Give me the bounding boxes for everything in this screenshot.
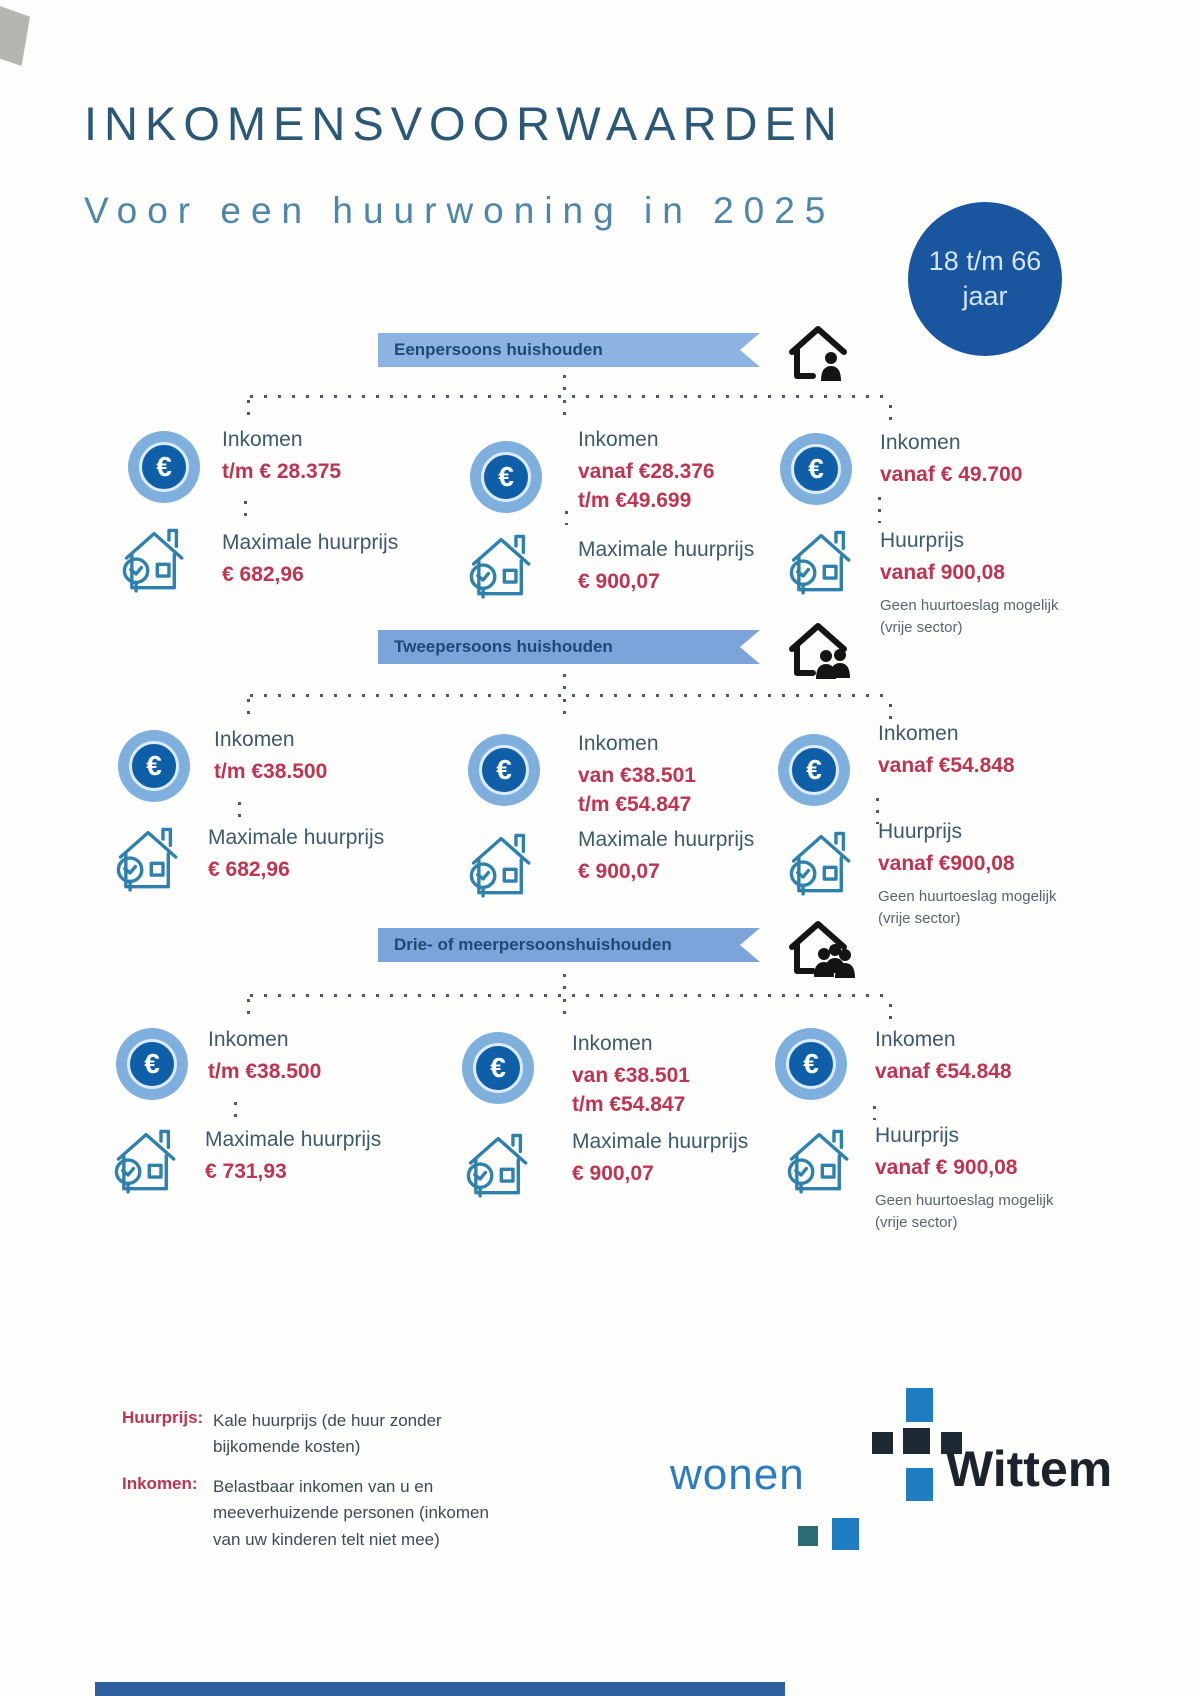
- rent-note: Geen huurtoeslag mogelijk (vrije sector): [880, 597, 1059, 637]
- income-block: Inkomen t/m € 28.375: [222, 428, 342, 483]
- bottom-bar: [95, 1682, 785, 1696]
- income-block: Inkomen vanaf €54.848: [878, 722, 1015, 777]
- house-tree-icon: [114, 1129, 176, 1194]
- income-block: Inkomen vanaf €54.848: [875, 1028, 1012, 1083]
- dotted-connector: [234, 1102, 237, 1126]
- dotted-connector: [250, 694, 892, 697]
- euro-coin-icon: €: [118, 730, 190, 802]
- dotted-connector: [876, 798, 879, 824]
- rent-block: Huurprijs vanaf €900,08 Geen huurtoeslag…: [878, 820, 1060, 930]
- house-tree-icon: [787, 1129, 849, 1194]
- logo-square-dark: [941, 1432, 962, 1454]
- age-badge-line1: 18 t/m 66: [928, 245, 1042, 276]
- dotted-connector: [250, 994, 892, 997]
- euro-coin-icon: €: [775, 1028, 847, 1100]
- dotted-connector: [563, 999, 566, 1021]
- section-tweepersoons: Tweepersoons huishouden € Inkomen t/m €3…: [0, 630, 1200, 930]
- section-meerpersoons: Drie- of meerpersoonshuishouden € Inkome…: [0, 928, 1200, 1231]
- logo-square-blue-bottom: [832, 1518, 859, 1550]
- dotted-connector: [565, 511, 568, 525]
- logo-square-dark: [872, 1432, 893, 1454]
- dotted-connector: [244, 501, 247, 525]
- house-tree-icon: [122, 528, 184, 593]
- house-tree-icon: [466, 1133, 528, 1198]
- band-label: Eenpersoons huishouden: [394, 340, 603, 359]
- house-three-persons-icon: [780, 912, 855, 978]
- rent-block: Maximale huurprijs € 900,07: [578, 538, 755, 593]
- income-block: Inkomen vanaf € 49.700: [880, 431, 1023, 486]
- logo-square-blue-mid: [906, 1468, 933, 1501]
- rent-block: Maximale huurprijs € 682,96: [208, 826, 385, 881]
- dotted-connector: [878, 497, 881, 523]
- dotted-connector: [563, 375, 566, 393]
- house-tree-icon: [116, 827, 178, 892]
- euro-coin-icon: €: [778, 734, 850, 806]
- age-badge-line2: jaar: [962, 281, 1008, 311]
- logo-text-wonen: wonen: [670, 1450, 805, 1499]
- euro-coin-icon: €: [128, 431, 200, 503]
- age-badge: 18 t/m 66 jaar: [908, 202, 1062, 356]
- euro-coin-icon: €: [468, 734, 540, 806]
- house-two-persons-icon: [780, 614, 850, 679]
- dotted-connector: [889, 1004, 892, 1026]
- euro-coin-icon: €: [462, 1032, 534, 1104]
- legend-term-inkomen: Inkomen:: [122, 1474, 198, 1493]
- rent-note: Geen huurtoeslag mogelijk (vrije sector): [875, 1192, 1054, 1232]
- dotted-connector: [563, 400, 566, 422]
- dotted-connector: [873, 1106, 876, 1120]
- legend-def-huurprijs: Kale huurprijs (de huur zonder bijkomend…: [213, 1411, 442, 1457]
- income-block: Inkomen t/m €38.500: [214, 728, 328, 783]
- rent-block: Maximale huurprijs € 682,96: [222, 531, 399, 586]
- rent-block: Maximale huurprijs € 900,07: [578, 828, 755, 883]
- rent-block: Maximale huurprijs € 731,93: [205, 1128, 382, 1183]
- house-tree-icon: [469, 833, 531, 898]
- scan-artifact: [0, 6, 30, 66]
- dotted-connector: [247, 999, 250, 1021]
- dotted-connector: [889, 704, 892, 726]
- euro-coin-icon: €: [780, 433, 852, 505]
- income-block: Inkomen vanaf €28.376 t/m €49.699: [578, 428, 715, 513]
- euro-coin-icon: €: [116, 1028, 188, 1100]
- page-subtitle: Voor een huurwoning in 2025: [84, 190, 836, 231]
- dotted-connector: [563, 699, 566, 721]
- rent-note: Geen huurtoeslag mogelijk (vrije sector): [878, 888, 1057, 928]
- rent-block: Maximale huurprijs € 900,07: [572, 1130, 749, 1185]
- house-tree-icon: [789, 530, 851, 595]
- band-eenpersoons: Eenpersoons huishouden: [378, 333, 760, 367]
- wonen-wittem-logo: wonen Wittem: [660, 1380, 1120, 1580]
- income-block: Inkomen t/m €38.500: [208, 1028, 322, 1083]
- band-tweepersoons: Tweepersoons huishouden: [378, 630, 760, 664]
- band-label: Tweepersoons huishouden: [394, 637, 613, 656]
- logo-square-teal: [798, 1526, 818, 1546]
- logo-square-blue-top: [906, 1388, 933, 1422]
- house-tree-icon: [789, 831, 851, 896]
- section-eenpersoons: Eenpersoons huishouden € Inkomen t/m € 2…: [0, 333, 1200, 636]
- dotted-connector: [250, 395, 892, 398]
- euro-coin-icon: €: [470, 441, 542, 513]
- dotted-connector: [563, 674, 566, 692]
- dotted-connector: [563, 974, 566, 992]
- legend-def-inkomen: Belastbaar inkomen van u en meeverhuizen…: [213, 1477, 489, 1549]
- income-block: Inkomen van €38.501 t/m €54.847: [578, 732, 696, 817]
- rent-block: Huurprijs vanaf € 900,08 Geen huurtoesla…: [875, 1124, 1057, 1234]
- dotted-connector: [889, 405, 892, 427]
- band-meerpersoons: Drie- of meerpersoonshuishouden: [378, 928, 760, 962]
- legend-term-huurprijs: Huurprijs:: [122, 1408, 204, 1427]
- house-one-person-icon: [780, 317, 856, 381]
- dotted-connector: [238, 802, 241, 826]
- income-block: Inkomen van €38.501 t/m €54.847: [572, 1032, 690, 1117]
- dotted-connector: [247, 699, 250, 721]
- rent-block: Huurprijs vanaf 900,08 Geen huurtoeslag …: [880, 529, 1062, 639]
- logo-square-dark: [903, 1428, 930, 1454]
- page-title: INKOMENSVOORWAARDEN: [84, 97, 844, 150]
- dotted-connector: [247, 400, 250, 422]
- band-label: Drie- of meerpersoonshuishouden: [394, 935, 672, 954]
- house-tree-icon: [469, 534, 531, 599]
- logo-text-wittem: Wittem: [946, 1441, 1113, 1497]
